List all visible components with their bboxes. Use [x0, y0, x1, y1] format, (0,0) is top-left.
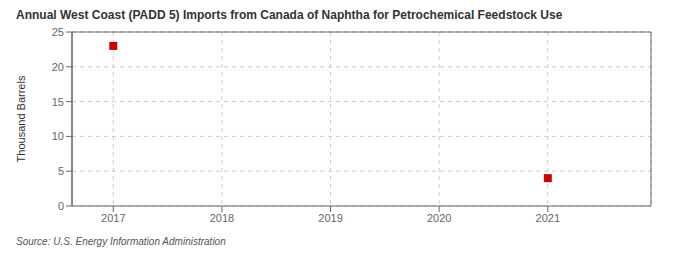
svg-text:0: 0: [58, 200, 64, 212]
svg-text:2021: 2021: [536, 212, 560, 224]
html-text:Annual West Coast (PADD 5) Imp: Annual West Coast (PADD 5) Imports from …: [16, 8, 563, 22]
svg-text:5: 5: [58, 165, 64, 177]
svg-text:Thousand Barrels: Thousand Barrels: [15, 75, 27, 162]
svg-text:10: 10: [52, 130, 64, 142]
svg-text:2019: 2019: [318, 212, 342, 224]
svg-text:2018: 2018: [210, 212, 234, 224]
html-text:Source: U.S. Energy Informatio: Source: U.S. Energy Information Administ…: [16, 236, 226, 247]
svg-text:2020: 2020: [427, 212, 451, 224]
svg-text:2017: 2017: [101, 212, 125, 224]
svg-text:25: 25: [52, 26, 64, 38]
svg-text:20: 20: [52, 61, 64, 73]
svg-text:15: 15: [52, 96, 64, 108]
